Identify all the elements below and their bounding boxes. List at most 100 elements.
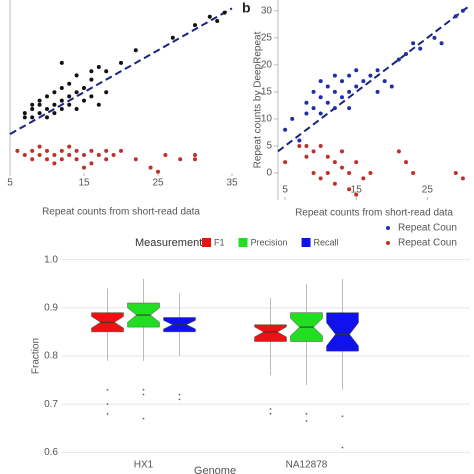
point: [59, 98, 64, 103]
point: [311, 149, 316, 154]
point: [67, 81, 72, 86]
point: [304, 154, 309, 159]
x-tick-label: 35: [226, 178, 238, 189]
point: [361, 176, 366, 181]
point: [74, 73, 79, 78]
point: [30, 157, 35, 162]
point: [178, 157, 183, 162]
point: [59, 60, 64, 65]
point: [304, 143, 309, 148]
point: [59, 148, 64, 153]
point: [52, 90, 57, 95]
outlier: [106, 403, 109, 406]
x-axis-label: Genome: [194, 465, 236, 474]
point: [111, 153, 116, 158]
point: [332, 73, 337, 78]
point: [332, 106, 337, 111]
point: [170, 35, 175, 40]
outlier: [269, 412, 272, 415]
point: [45, 148, 49, 153]
outlier: [341, 446, 344, 449]
point: [74, 157, 79, 162]
point: [22, 111, 27, 116]
point: [37, 153, 42, 158]
point: [30, 102, 35, 107]
point: [354, 84, 359, 89]
point: [104, 90, 109, 95]
point: [332, 160, 337, 165]
point: [283, 160, 288, 165]
y-tick-label: 0.8: [44, 351, 58, 362]
x-tick-label: 15: [351, 185, 363, 196]
point: [332, 181, 337, 186]
x-axis-label: Repeat counts from short-read data: [42, 207, 200, 218]
point: [52, 102, 57, 107]
outlier: [178, 398, 181, 401]
point: [89, 77, 94, 82]
point: [193, 157, 197, 162]
point: [460, 8, 465, 13]
point: [133, 48, 138, 53]
legend-swatch: [202, 238, 211, 247]
point: [325, 100, 330, 105]
point: [89, 161, 94, 166]
x-tick-label: 5: [282, 185, 288, 196]
point: [15, 148, 20, 153]
point: [96, 102, 101, 107]
point: [368, 170, 373, 175]
legend-label: Repeat Coun: [398, 238, 457, 249]
x-tick-label: 5: [7, 178, 13, 189]
point: [283, 127, 288, 132]
point: [340, 165, 344, 170]
point: [290, 116, 295, 121]
panel-label: b: [242, 0, 251, 16]
y-tick-label: 25: [261, 32, 273, 43]
point: [67, 94, 72, 99]
point: [347, 187, 352, 192]
point: [318, 79, 323, 84]
point: [74, 90, 79, 95]
point: [304, 100, 309, 105]
point: [396, 57, 401, 62]
point: [318, 143, 323, 148]
point: [52, 111, 57, 116]
legend-label: Recall: [314, 237, 339, 247]
x-tick-label: 25: [422, 185, 434, 196]
point: [354, 192, 359, 197]
point: [96, 65, 101, 70]
point: [354, 68, 359, 73]
point: [82, 153, 86, 158]
point: [89, 69, 94, 74]
point: [311, 106, 316, 111]
point: [37, 111, 42, 116]
y-tick-label: 20: [261, 60, 273, 71]
point: [411, 170, 416, 175]
point: [325, 170, 330, 175]
point: [89, 94, 94, 99]
point: [347, 170, 352, 175]
y-tick-label: 5: [266, 141, 272, 152]
point: [45, 157, 49, 162]
outlier: [178, 393, 181, 396]
point: [439, 41, 444, 46]
point: [22, 153, 27, 158]
point: [119, 60, 123, 65]
point: [382, 79, 387, 84]
legend-swatch: [238, 238, 248, 247]
point: [222, 10, 227, 15]
point: [193, 23, 197, 28]
y-tick-label: 30: [261, 5, 273, 16]
point: [340, 95, 344, 100]
point: [297, 138, 302, 143]
outlier: [106, 412, 109, 415]
point: [396, 149, 401, 154]
point: [375, 68, 380, 73]
point: [67, 153, 72, 158]
reference-line: [277, 4, 471, 153]
point: [104, 69, 109, 74]
point: [67, 102, 72, 107]
point: [89, 148, 94, 153]
point: [59, 157, 64, 162]
